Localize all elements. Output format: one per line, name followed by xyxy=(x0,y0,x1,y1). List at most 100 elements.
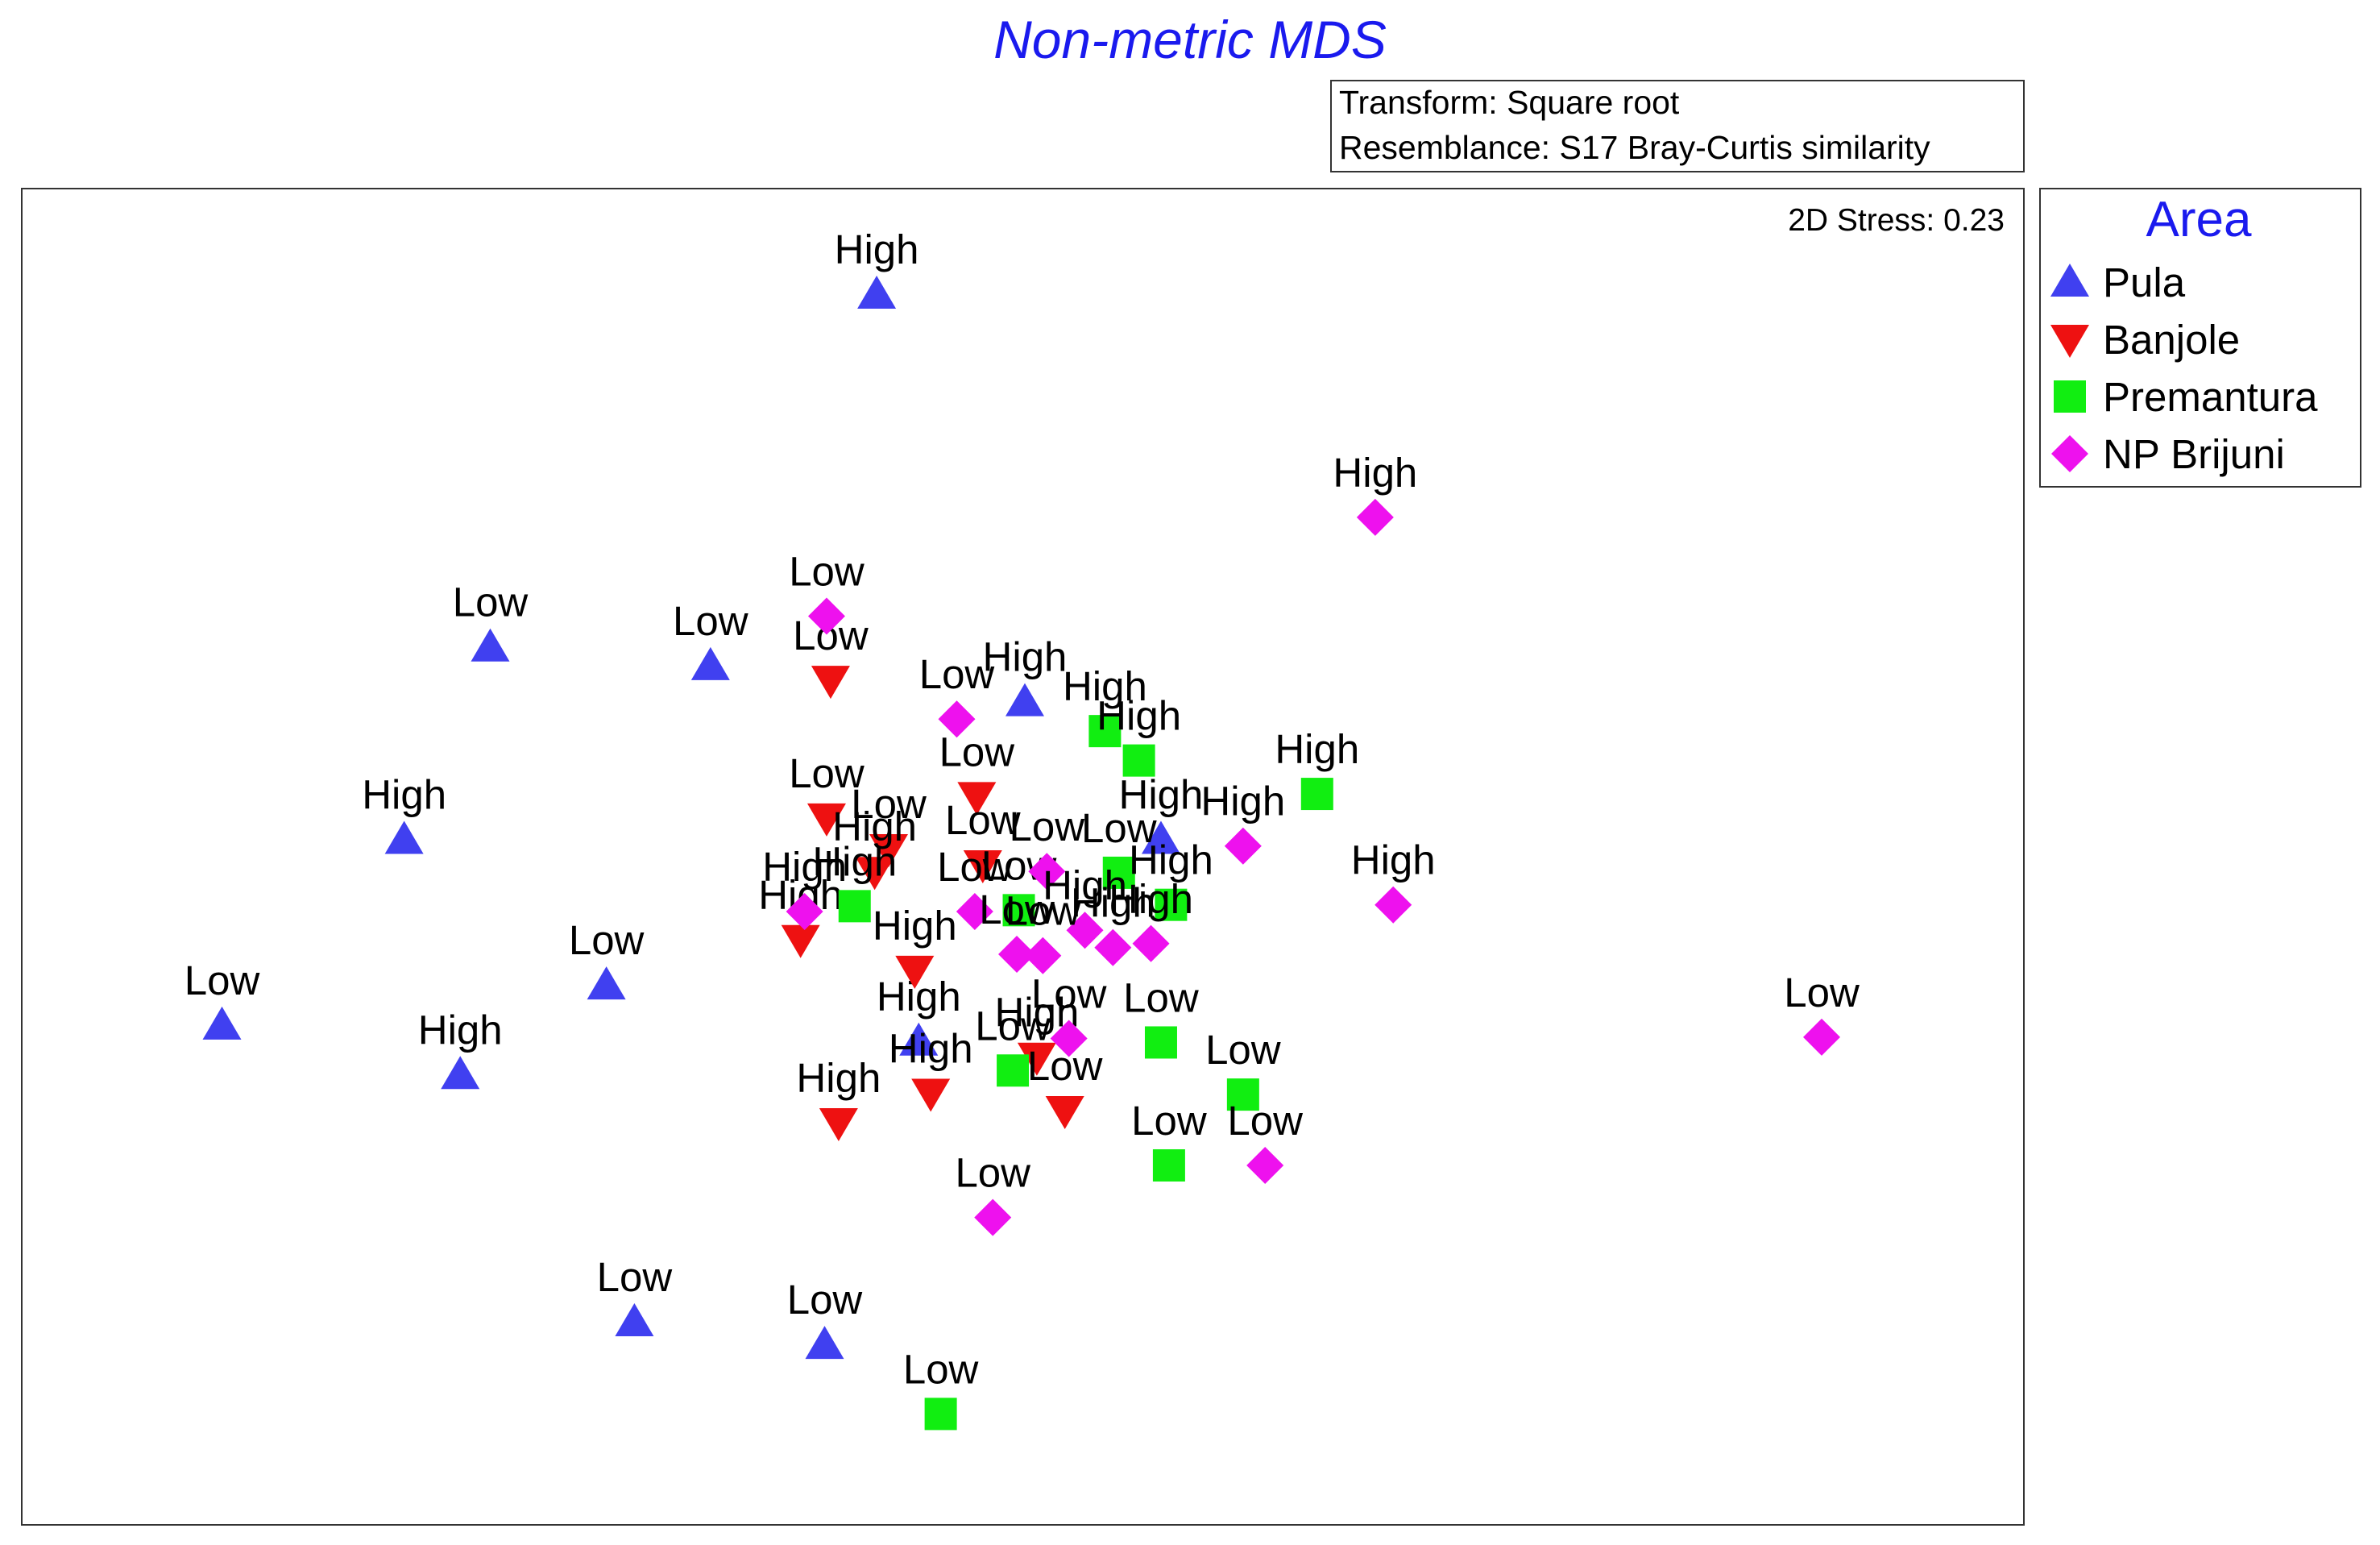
pula-point-10 xyxy=(1005,683,1044,716)
banjole-point-6 xyxy=(963,849,1002,883)
premantura-point-10 xyxy=(997,1054,1030,1087)
banjole-point-9 xyxy=(819,1107,858,1141)
resemblance-label: Resemblance: S17 Bray-Curtis similarity xyxy=(1339,129,1930,166)
np-brijuni-point-label-12: High xyxy=(1071,880,1155,926)
pula-point-label-2: Low xyxy=(453,579,529,625)
np-brijuni-point-2 xyxy=(807,597,845,635)
banjole-point-5 xyxy=(855,857,894,891)
legend: Area Pula Banjole Premantura NP Brijuni xyxy=(2039,188,2361,488)
np-brijuni-point-label-2: Low xyxy=(789,549,865,595)
pula-point-label-1: High xyxy=(835,226,919,272)
legend-items: Pula Banjole Premantura NP Brijuni xyxy=(2050,260,2318,477)
legend-label-premantura: Premantura xyxy=(2103,374,2318,420)
np-brijuni-point-label-11: Low xyxy=(1005,888,1081,934)
np-brijuni-point-label-3: Low xyxy=(919,651,995,697)
np-brijuni-point-label-13: High xyxy=(1109,876,1193,922)
pula-point-label-11: High xyxy=(1119,771,1204,817)
np-brijuni-point-9 xyxy=(1066,912,1104,949)
premantura-point-8 xyxy=(1144,1026,1177,1059)
premantura-point-label-9: Low xyxy=(1205,1027,1281,1073)
pula-point-11 xyxy=(1141,820,1180,854)
banjole-point-3 xyxy=(957,782,997,816)
legend-label-banjole: Banjole xyxy=(2103,317,2240,363)
pula-point-5 xyxy=(202,1006,242,1040)
np-brijuni-point-label-1: High xyxy=(1333,450,1417,496)
banjole-point-label-4: Low xyxy=(851,781,927,827)
np-brijuni-point-label-4: High xyxy=(1200,779,1285,824)
legend-marker-banjole xyxy=(2050,325,2089,358)
premantura-point-label-10: Low xyxy=(975,1003,1051,1049)
pula-point-label-6: Low xyxy=(569,917,645,963)
pula-point-label-4: High xyxy=(362,771,446,817)
pula-point-4 xyxy=(384,820,424,854)
np-brijuni-point-8 xyxy=(1028,853,1066,891)
banjole-point-4 xyxy=(869,834,909,868)
transform-label: Transform: Square root xyxy=(1339,84,1680,121)
premantura-point-label-3: High xyxy=(1275,726,1359,772)
np-brijuni-point-17 xyxy=(1803,1018,1841,1056)
np-brijuni-point-12 xyxy=(1094,928,1132,966)
banjole-point-label-3: Low xyxy=(939,729,1015,775)
np-brijuni-point-1 xyxy=(1356,498,1394,536)
np-brijuni-point-13 xyxy=(1132,924,1170,962)
legend-marker-pula xyxy=(2050,264,2089,297)
premantura-point-7 xyxy=(1155,888,1188,921)
pula-point-label-10: High xyxy=(983,634,1068,680)
np-brijuni-point-label-10: Low xyxy=(979,887,1055,932)
info-box: Transform: Square root Resemblance: S17 … xyxy=(1330,80,2025,172)
np-brijuni-point-14 xyxy=(1050,1020,1088,1057)
np-brijuni-point-4 xyxy=(1224,827,1262,865)
np-brijuni-point-5 xyxy=(1375,886,1412,924)
legend-title: Area xyxy=(2146,192,2252,247)
premantura-point-label-4: High xyxy=(812,838,897,884)
banjole-point-2 xyxy=(806,803,846,837)
np-brijuni-point-3 xyxy=(938,700,976,738)
premantura-point-label-1: High xyxy=(1063,663,1147,709)
pula-point-6 xyxy=(587,966,626,1000)
plot-area xyxy=(21,188,2025,1526)
pula-point-label-5: Low xyxy=(185,957,260,1003)
premantura-point-label-7: High xyxy=(1129,837,1213,883)
banjole-point-label-9: High xyxy=(796,1055,881,1101)
banjole-point-label-10: High xyxy=(889,1025,973,1071)
pula-point-2 xyxy=(471,628,510,662)
banjole-point-label-5: High xyxy=(832,804,917,849)
np-brijuni-point-label-17: Low xyxy=(1784,970,1860,1015)
pula-point-label-3: Low xyxy=(673,598,748,644)
premantura-point-5 xyxy=(1002,894,1035,927)
np-brijuni-point-label-7: Low xyxy=(937,844,1013,890)
pula-point-12 xyxy=(899,1022,939,1056)
premantura-point-label-2: High xyxy=(1097,693,1181,739)
np-brijuni-point-label-5: High xyxy=(1351,837,1436,883)
pula-point-3 xyxy=(690,646,730,680)
np-brijuni-point-label-16: Low xyxy=(955,1150,1030,1196)
premantura-point-2 xyxy=(1122,744,1155,777)
np-brijuni-point-15 xyxy=(1246,1146,1284,1184)
banjole-point-label-2: Low xyxy=(789,750,865,796)
np-brijuni-point-6 xyxy=(786,892,823,930)
pula-point-label-7: High xyxy=(418,1007,503,1053)
pula-point-9 xyxy=(805,1326,844,1360)
pula-point-8 xyxy=(615,1302,654,1336)
legend-frame xyxy=(2039,188,2361,488)
legend-label-pula: Pula xyxy=(2103,260,2186,305)
premantura-point-9 xyxy=(1226,1078,1259,1111)
banjole-point-10 xyxy=(911,1078,951,1112)
legend-marker-np-brijuni xyxy=(2051,435,2088,472)
np-brijuni-point-label-14: Low xyxy=(1031,970,1107,1016)
np-brijuni-point-7 xyxy=(956,892,993,930)
premantura-point-label-12: Low xyxy=(903,1346,979,1392)
pula-point-1 xyxy=(857,275,897,309)
np-brijuni-point-16 xyxy=(974,1198,1012,1236)
legend-label-np-brijuni: NP Brijuni xyxy=(2103,431,2285,477)
np-brijuni-point-10 xyxy=(998,936,1036,974)
premantura-point-label-11: Low xyxy=(1131,1098,1207,1144)
premantura-point-label-6: Low xyxy=(1081,805,1157,851)
premantura-point-label-8: Low xyxy=(1123,974,1199,1020)
stress-label: 2D Stress: 0.23 xyxy=(1788,203,2005,238)
chart-title: Non-metric MDS xyxy=(993,10,1387,69)
banjole-point-label-6: Low xyxy=(945,797,1021,843)
premantura-point-1 xyxy=(1088,715,1122,748)
